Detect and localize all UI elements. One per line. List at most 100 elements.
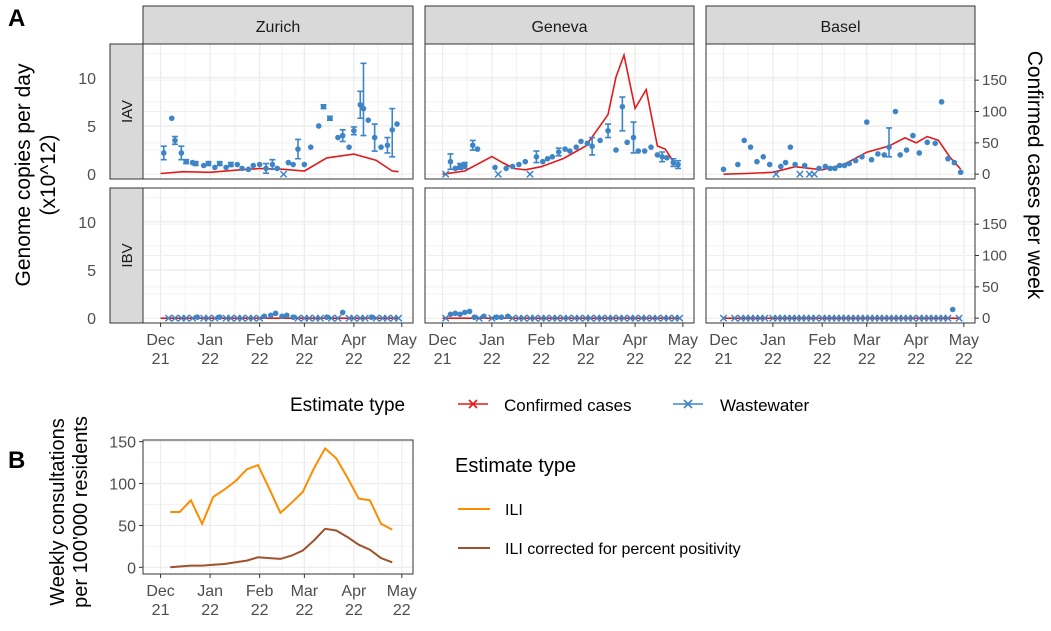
point-wastewater bbox=[335, 134, 341, 141]
tick-label-x-year: 22 bbox=[626, 351, 644, 368]
point-wastewater-zero bbox=[211, 314, 219, 322]
tick-label-right: 50 bbox=[982, 135, 999, 152]
point-wastewater bbox=[648, 144, 654, 150]
panel-a-legend: Estimate type Confirmed cases Wastewater bbox=[290, 395, 809, 416]
point-wastewater bbox=[474, 146, 481, 152]
point-wastewater-zero bbox=[372, 314, 380, 322]
point-wastewater bbox=[315, 123, 322, 129]
tick-label-right: 100 bbox=[982, 248, 1007, 265]
point-wastewater bbox=[597, 137, 603, 144]
tick-label-x: Mar bbox=[291, 583, 319, 600]
point-wastewater bbox=[664, 154, 670, 161]
point-wastewater bbox=[452, 310, 459, 317]
point-wastewater bbox=[544, 155, 551, 162]
tick-label-x: Mar bbox=[572, 332, 600, 349]
point-wastewater bbox=[886, 144, 892, 150]
tick-label-x: Jan bbox=[760, 332, 786, 349]
point-wastewater-zero bbox=[294, 314, 302, 322]
point-wastewater bbox=[346, 144, 352, 150]
tick-label-left: 10 bbox=[78, 71, 96, 88]
facet-geneva-iav bbox=[424, 43, 695, 180]
tick-label-x-year: 22 bbox=[251, 602, 269, 619]
point-wastewater bbox=[285, 159, 292, 166]
point-wastewater-zero bbox=[227, 314, 235, 322]
point-wastewater bbox=[384, 142, 391, 149]
tick-label-x-year: 22 bbox=[345, 602, 363, 619]
point-wastewater bbox=[903, 147, 910, 153]
point-wastewater bbox=[567, 148, 573, 154]
facet-basel-ibv bbox=[705, 187, 976, 324]
point-wastewater bbox=[469, 142, 476, 149]
tick-label-x-year: 22 bbox=[483, 351, 501, 368]
point-wastewater-zero bbox=[316, 314, 325, 322]
tick-label-x-year: 22 bbox=[813, 351, 831, 368]
tick-label-x-year: 22 bbox=[858, 351, 876, 368]
point-wastewater-zero bbox=[383, 314, 392, 322]
tick-label-x-year: 22 bbox=[393, 351, 411, 368]
point-wastewater-zero bbox=[909, 314, 917, 322]
point-wastewater bbox=[301, 161, 308, 168]
tick-label-x-year: 21 bbox=[715, 351, 733, 368]
tick-label-x: Jan bbox=[479, 332, 505, 349]
tick-label-x: May bbox=[387, 583, 417, 600]
point-wastewater-zero bbox=[164, 314, 173, 322]
legend-label-confirmed: Confirmed cases bbox=[504, 396, 632, 415]
tick-label-x-year: 22 bbox=[295, 602, 313, 619]
tick-label-left: 5 bbox=[87, 263, 96, 280]
point-wastewater bbox=[200, 162, 207, 169]
point-wastewater bbox=[279, 313, 285, 320]
tick-label-x: Dec bbox=[428, 332, 456, 349]
facet-strip-label-iav: IAV bbox=[119, 100, 136, 123]
panel-b-axis-title-line2: per 100'000 residents bbox=[70, 416, 92, 608]
point-wastewater bbox=[875, 151, 881, 157]
point-wastewater bbox=[272, 310, 279, 317]
panel-b-legend-title: Estimate type bbox=[455, 455, 576, 477]
facet-geneva-ibv bbox=[424, 187, 695, 324]
point-wastewater bbox=[816, 165, 822, 172]
point-wastewater-zero bbox=[564, 314, 572, 322]
point-wastewater-zero bbox=[664, 314, 673, 322]
point-wastewater bbox=[782, 159, 789, 166]
point-wastewater bbox=[549, 154, 556, 160]
point-wastewater-zero bbox=[653, 314, 662, 322]
facet-strip-label-basel: Basel bbox=[820, 19, 860, 36]
tick-label-right: 150 bbox=[982, 216, 1007, 233]
facet-strip-geneva bbox=[424, 5, 695, 45]
point-wastewater bbox=[555, 149, 562, 155]
point-wastewater bbox=[290, 161, 296, 168]
legend-label-wastewater: Wastewater bbox=[720, 396, 809, 415]
point-wastewater bbox=[168, 115, 175, 122]
point-wastewater bbox=[868, 156, 875, 163]
point-wastewater bbox=[635, 148, 642, 154]
panel-label-b: B bbox=[8, 447, 25, 474]
tick-label-x-year: 21 bbox=[152, 602, 170, 619]
point-wastewater bbox=[481, 313, 487, 320]
point-wastewater bbox=[269, 161, 276, 168]
tick-label-x-year: 22 bbox=[393, 602, 411, 619]
point-wastewater bbox=[863, 119, 870, 125]
facet-strip-zurich bbox=[142, 5, 414, 45]
point-wastewater bbox=[461, 309, 468, 316]
point-wastewater bbox=[747, 144, 754, 150]
point-wastewater bbox=[178, 150, 185, 156]
legend-label-ili-corrected: ILI corrected for percent positivity bbox=[505, 541, 741, 558]
point-wastewater-zero bbox=[761, 314, 769, 322]
point-wastewater bbox=[841, 162, 848, 169]
panel-b-border bbox=[142, 439, 414, 575]
legend-key-wastewater bbox=[673, 399, 703, 409]
tick-label-x: Jan bbox=[197, 332, 223, 349]
point-wastewater bbox=[522, 158, 529, 165]
point-wastewater-zero bbox=[955, 314, 963, 322]
point-wastewater-zero bbox=[575, 314, 584, 322]
facet-basel-iav bbox=[705, 43, 976, 180]
point-wastewater bbox=[670, 159, 677, 166]
point-wastewater bbox=[619, 103, 626, 110]
point-wastewater bbox=[295, 146, 301, 152]
facet-strip-basel bbox=[705, 5, 976, 45]
point-wastewater bbox=[654, 152, 661, 158]
tick-label-x: Feb bbox=[527, 332, 555, 349]
point-wastewater bbox=[859, 154, 865, 160]
errorbar-wastewater bbox=[886, 127, 893, 158]
point-wastewater bbox=[492, 164, 498, 171]
